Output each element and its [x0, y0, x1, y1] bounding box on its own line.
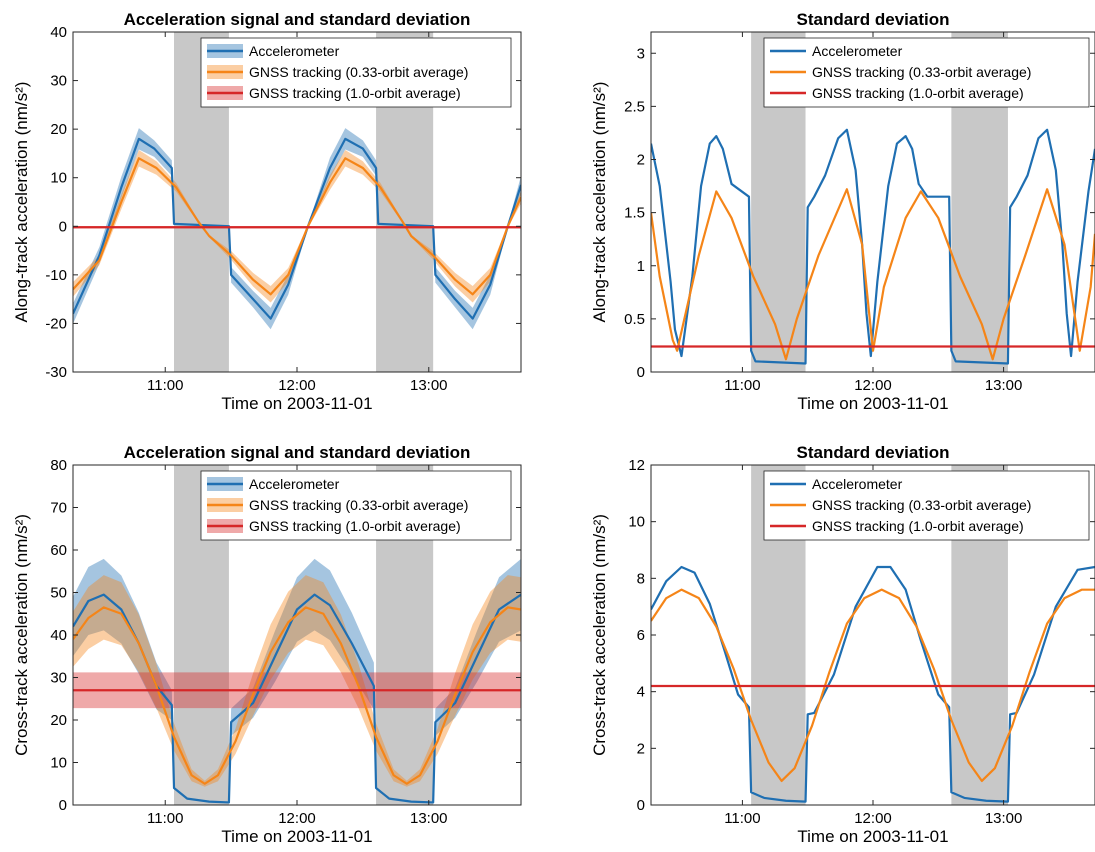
y-tick-label: 8	[637, 570, 645, 587]
y-tick-label: 0	[637, 364, 645, 381]
y-tick-label: 20	[50, 121, 67, 138]
y-tick-label: 40	[50, 24, 67, 41]
legend-box	[763, 470, 1090, 541]
chart-title: Acceleration signal and standard deviati…	[124, 10, 471, 29]
legend-entry-label: GNSS tracking (0.33-orbit average)	[812, 64, 1031, 80]
legend-box	[200, 37, 512, 108]
y-tick-label: 3	[637, 45, 645, 62]
legend: Accelerometer GNSS tracking (0.33-orbit a…	[763, 470, 1090, 541]
legend: Accelerometer GNSS tracking (0.33-orbit a…	[200, 470, 512, 541]
y-axis-label: Along-track acceleration (nm/s²)	[12, 82, 31, 323]
chart-panel-1: -30 -20 -10 0 10 20 30 40 11:00 12:00 13:00 Acceler…	[12, 10, 522, 413]
y-tick-label: 60	[50, 542, 67, 559]
legend: Accelerometer GNSS tracking (0.33-orbit a…	[200, 37, 512, 108]
x-tick-label: 13:00	[985, 810, 1023, 827]
y-tick-label: 40	[50, 627, 67, 644]
series-line-2	[651, 188, 1095, 361]
x-axis-label: Time on 2003-11-01	[797, 827, 948, 846]
y-tick-label: 12	[628, 457, 645, 474]
y-tick-label: 0	[59, 218, 67, 235]
y-tick-label: 6	[637, 627, 645, 644]
y-axis-label: Along-track acceleration (nm/s²)	[590, 82, 609, 323]
legend-entry-label: GNSS tracking (0.33-orbit average)	[249, 64, 468, 80]
y-tick-label: 20	[50, 712, 67, 729]
x-tick-label: 12:00	[278, 810, 316, 827]
legend: Accelerometer GNSS tracking (0.33-orbit a…	[763, 37, 1090, 108]
legend-entry-label: Accelerometer	[249, 43, 340, 59]
legend-entry-label: GNSS tracking (0.33-orbit average)	[812, 497, 1031, 513]
chart-title: Standard deviation	[796, 10, 949, 29]
y-tick-label: 0.5	[624, 311, 645, 328]
y-tick-label: 70	[50, 500, 67, 517]
x-axis-label: Time on 2003-11-01	[797, 394, 948, 413]
y-axis-label: Cross-track acceleration (nm/s²)	[12, 514, 31, 756]
y-axis-label: Cross-track acceleration (nm/s²)	[590, 514, 609, 756]
y-tick-label: 10	[628, 514, 645, 531]
legend-entry-label: GNSS tracking (1.0-orbit average)	[249, 518, 461, 534]
legend-entry-label: Accelerometer	[812, 43, 903, 59]
y-tick-label: -10	[45, 267, 67, 284]
y-tick-label: 30	[50, 73, 67, 90]
y-tick-label: 10	[50, 170, 67, 187]
legend-entry-label: GNSS tracking (1.0-orbit average)	[812, 518, 1024, 534]
series-line-2	[651, 588, 1095, 783]
y-tick-label: 2.5	[624, 98, 645, 115]
legend-entry-label: Accelerometer	[812, 476, 903, 492]
y-tick-label: 50	[50, 585, 67, 602]
y-tick-label: 1	[637, 258, 645, 275]
x-tick-label: 12:00	[278, 377, 316, 394]
series-band-1	[73, 558, 521, 803]
series-line-1	[651, 565, 1095, 803]
x-tick-label: 13:00	[985, 377, 1023, 394]
legend-entry-label: GNSS tracking (0.33-orbit average)	[249, 497, 468, 513]
x-tick-label: 11:00	[724, 377, 760, 394]
y-tick-label: 4	[637, 684, 645, 701]
chart-panel-2: 0 0.5 1 1.5 2 2.5 3 11:00 12:00 13:00 Standard dev…	[590, 10, 1095, 413]
y-tick-label: -30	[45, 364, 67, 381]
legend-entry-label: GNSS tracking (1.0-orbit average)	[812, 85, 1024, 101]
legend-box	[763, 37, 1090, 108]
x-tick-label: 11:00	[147, 377, 183, 394]
x-axis-label: Time on 2003-11-01	[221, 827, 372, 846]
y-tick-label: 80	[50, 457, 67, 474]
chart-panel-4: 0 2 4 6 8 10 12 11:00 12:00 13:00 Standard deviati…	[590, 443, 1095, 846]
series-line-1	[651, 128, 1095, 365]
chart-title: Standard deviation	[796, 443, 949, 462]
y-tick-label: 1.5	[624, 205, 645, 222]
x-tick-label: 11:00	[147, 810, 183, 827]
chart-title: Acceleration signal and standard deviati…	[124, 443, 471, 462]
y-tick-label: 2	[637, 740, 645, 757]
legend-entry-label: GNSS tracking (1.0-orbit average)	[249, 85, 461, 101]
series-line-2	[73, 606, 521, 785]
legend-box	[200, 470, 512, 541]
y-tick-label: 0	[59, 797, 67, 814]
chart-panel-3: 0 10 20 30 40 50 60 70 80 11:00 12:00 13:00 Accelera…	[12, 443, 522, 846]
y-tick-label: 10	[50, 755, 67, 772]
legend-entry-label: Accelerometer	[249, 476, 340, 492]
x-axis-label: Time on 2003-11-01	[221, 394, 372, 413]
x-tick-label: 13:00	[410, 810, 448, 827]
y-tick-label: 0	[637, 797, 645, 814]
series-band-2	[73, 575, 521, 787]
x-tick-label: 12:00	[854, 377, 892, 394]
x-tick-label: 11:00	[724, 810, 760, 827]
series-band-1	[73, 128, 521, 330]
y-tick-label: 30	[50, 670, 67, 687]
x-tick-label: 12:00	[854, 810, 892, 827]
y-tick-label: 2	[637, 152, 645, 169]
series-band-2	[73, 150, 521, 303]
x-tick-label: 13:00	[410, 377, 448, 394]
y-tick-label: -20	[45, 315, 67, 332]
